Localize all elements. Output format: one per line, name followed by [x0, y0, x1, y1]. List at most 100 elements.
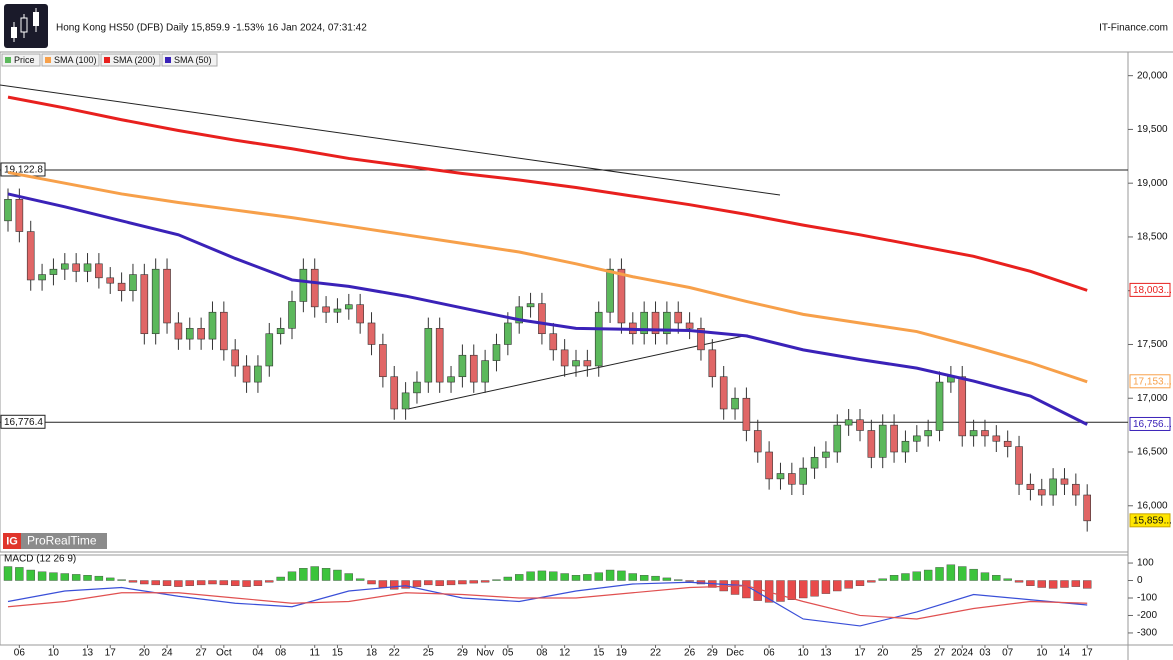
histogram-bar [196, 580, 206, 586]
candle-body [344, 304, 353, 310]
x-tick-label: 29 [457, 648, 469, 659]
histogram-bar [1060, 580, 1069, 588]
candle-body [469, 354, 478, 383]
x-tick-label: Oct [216, 648, 232, 659]
candle-body [390, 376, 399, 410]
y-tick-label: 18,500 [1137, 232, 1168, 243]
sma-line [7, 170, 1088, 384]
histogram-bar [49, 572, 58, 581]
candle-body [310, 268, 319, 308]
legend-label: Price [14, 55, 35, 65]
histogram-bar [855, 580, 865, 586]
histogram-bar [662, 577, 672, 581]
candle-body [753, 430, 762, 453]
legend-swatch [104, 57, 110, 63]
candle-body [935, 381, 944, 431]
candle-body [151, 268, 160, 335]
candle-body [481, 360, 489, 383]
price-tag-box [1129, 513, 1171, 528]
candle-body [435, 328, 444, 383]
histogram-bar [230, 580, 240, 586]
candle-body [981, 430, 989, 437]
candle-body [299, 268, 308, 302]
candle-body [788, 473, 796, 485]
macd-line [7, 581, 1088, 627]
histogram-bar [878, 578, 887, 581]
histogram-bar [185, 580, 194, 586]
histogram-bar [355, 578, 365, 581]
histogram-bar [83, 575, 92, 581]
candle-body [49, 268, 58, 275]
candle-body [15, 199, 24, 232]
candle-body [822, 451, 830, 458]
histogram-bar [401, 580, 410, 589]
candle-body [1083, 494, 1091, 522]
histogram-bar [503, 576, 513, 581]
histogram-bar [923, 569, 933, 581]
histogram-bar [174, 580, 183, 587]
level-label-box [0, 414, 46, 429]
histogram-bar [1026, 580, 1035, 586]
histogram-bar [15, 567, 24, 581]
y-tick-label: -300 [1137, 628, 1157, 639]
sma-line [7, 192, 1088, 426]
histogram-bar [412, 580, 422, 587]
histogram-bar [344, 573, 353, 581]
y-tick-label: 17,500 [1137, 339, 1168, 350]
x-tick-label: 24 [161, 648, 173, 659]
x-tick-label: 22 [389, 648, 401, 659]
histogram-bar [276, 576, 285, 581]
candle-body [424, 328, 433, 383]
x-tick-label: 14 [1059, 648, 1071, 659]
histogram-bar [537, 570, 547, 581]
x-tick-label: 03 [979, 648, 991, 659]
histogram-bar [730, 580, 740, 595]
legend-item-box [1, 53, 41, 67]
candle-body [1037, 489, 1046, 496]
candle-body [765, 451, 773, 480]
histogram-bar [310, 566, 319, 581]
y-tick-label: 19,500 [1137, 124, 1168, 135]
price-tag: 15,859... [1133, 515, 1172, 526]
histogram-bar [94, 575, 104, 581]
x-tick-label: 18 [366, 648, 378, 659]
candle-body [890, 424, 898, 453]
x-tick-label: 27 [196, 648, 208, 659]
candle-body [617, 268, 626, 324]
candle-body [140, 274, 149, 335]
histogram-bar [208, 580, 217, 585]
candle-body [719, 376, 728, 410]
candle-body [1026, 483, 1035, 490]
candle-body [95, 263, 103, 279]
x-tick-label: 27 [934, 648, 946, 659]
x-tick-label: 10 [1036, 648, 1048, 659]
x-tick-label: 26 [684, 648, 696, 659]
candle-body [549, 333, 558, 351]
candle-body [583, 360, 592, 367]
price-tag-box [1129, 282, 1171, 297]
x-tick-label: 08 [536, 648, 548, 659]
candle-body [697, 328, 705, 351]
x-tick-label: 10 [48, 648, 60, 659]
histogram-bar [37, 571, 47, 581]
candle-body [663, 311, 671, 335]
candle-body [606, 268, 614, 313]
y-tick-label: -200 [1137, 610, 1157, 621]
y-tick-label: 20,000 [1137, 70, 1168, 81]
histogram-bar [912, 571, 921, 581]
candle-body [208, 311, 217, 340]
histogram-bar [333, 569, 342, 581]
histogram-bar [3, 566, 13, 581]
level-label: 16,776.4 [4, 417, 43, 428]
candle-body [1015, 446, 1023, 485]
histogram-bar [253, 580, 263, 586]
candle-body [129, 274, 137, 292]
histogram-bar [128, 580, 138, 583]
x-tick-label: 29 [707, 648, 719, 659]
price-tag: 18,003... [1133, 285, 1172, 296]
x-tick-label: 05 [502, 648, 514, 659]
x-tick-label: 08 [275, 648, 287, 659]
price-tag-box [1129, 416, 1171, 431]
candle-body [742, 397, 751, 431]
